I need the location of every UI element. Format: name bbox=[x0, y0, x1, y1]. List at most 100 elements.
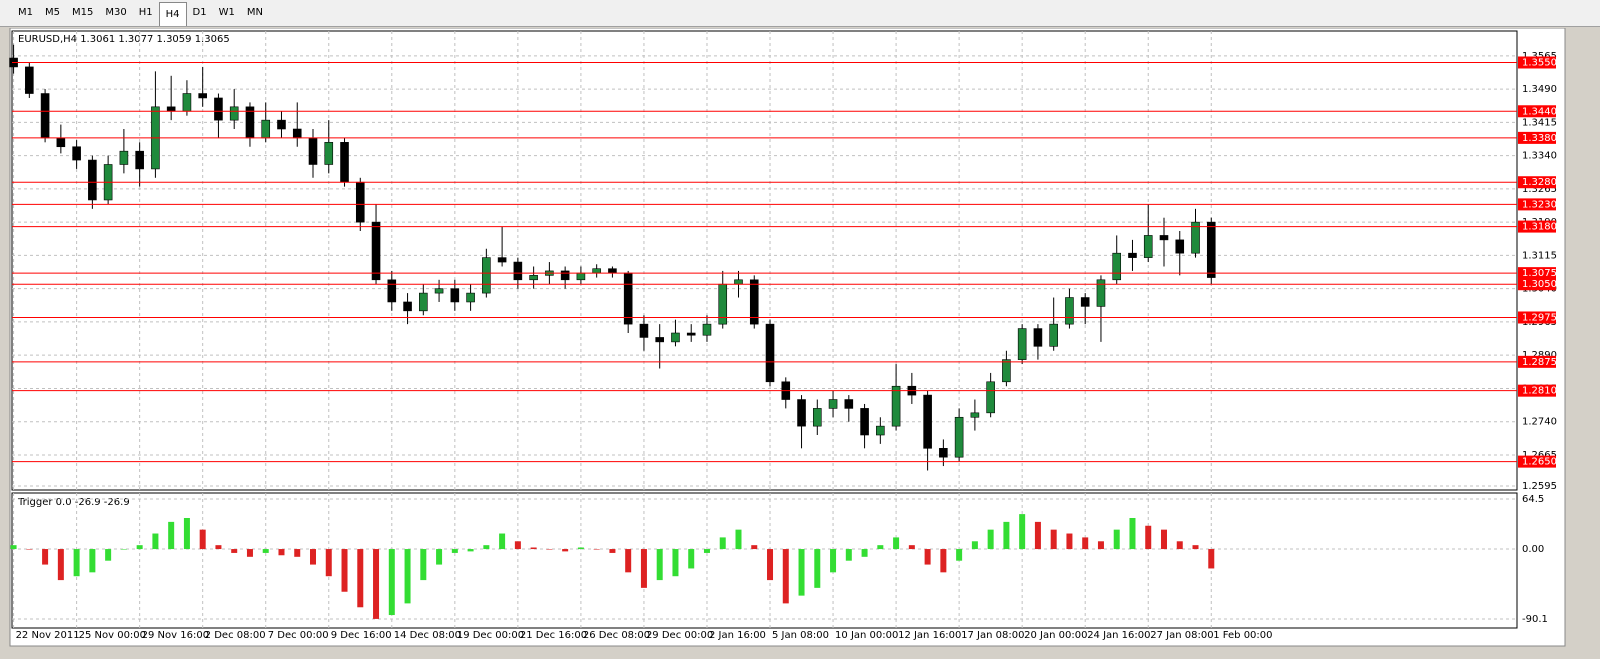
histogram-bar bbox=[73, 549, 80, 577]
histogram-bar bbox=[183, 517, 190, 550]
timeframe-button[interactable]: H1 bbox=[138, 7, 153, 18]
histogram-bar bbox=[908, 545, 915, 550]
histogram-bar bbox=[924, 549, 931, 565]
candle-body bbox=[340, 142, 349, 183]
candle-body bbox=[939, 448, 948, 458]
candle-body bbox=[576, 272, 586, 281]
histogram-bar bbox=[57, 549, 64, 581]
timeframe-button[interactable]: M15 bbox=[72, 7, 94, 18]
x-tick-label: 1 Feb 00:00 bbox=[1213, 630, 1272, 641]
candle-body bbox=[482, 257, 491, 294]
candle-body bbox=[1049, 323, 1058, 347]
candle-body bbox=[702, 323, 712, 336]
histogram-bar bbox=[577, 547, 584, 550]
indicator-title: Trigger 0.0 -26.9 -26.9 bbox=[17, 497, 130, 508]
candle-body bbox=[718, 283, 728, 325]
y-tick-label: 1.3115 bbox=[1522, 250, 1557, 261]
candle-body bbox=[166, 106, 176, 112]
histogram-bar bbox=[1176, 541, 1183, 550]
level-label: 1.3230 bbox=[1522, 199, 1557, 210]
candle-body bbox=[1143, 235, 1153, 258]
indicator-panel-frame bbox=[11, 492, 1518, 629]
level-tag bbox=[1518, 220, 1556, 233]
timeframe-button[interactable]: M5 bbox=[45, 7, 60, 18]
level-label: 1.3550 bbox=[1522, 57, 1557, 68]
histogram-bar bbox=[325, 549, 332, 577]
level-tag bbox=[1518, 198, 1556, 211]
histogram-bar bbox=[388, 549, 395, 616]
y-tick-label: 1.3415 bbox=[1522, 117, 1557, 128]
histogram-bar bbox=[956, 549, 963, 561]
histogram-bar bbox=[199, 529, 206, 550]
candle-body bbox=[1175, 239, 1185, 254]
candle-body bbox=[1002, 359, 1011, 383]
candle-body bbox=[876, 425, 885, 436]
histogram-bar bbox=[703, 549, 710, 553]
level-label: 1.3440 bbox=[1522, 106, 1557, 117]
candle-body bbox=[497, 257, 507, 263]
x-tick-label: 9 Dec 16:00 bbox=[331, 630, 392, 641]
candle-body bbox=[1128, 252, 1137, 258]
x-tick-label: 5 Jan 08:00 bbox=[772, 630, 829, 641]
level-tag bbox=[1518, 56, 1556, 69]
histogram-bar bbox=[404, 549, 411, 604]
histogram-bar bbox=[246, 549, 253, 557]
histogram-bar bbox=[893, 537, 900, 550]
level-tag bbox=[1518, 311, 1556, 324]
timeframe-button[interactable]: D1 bbox=[192, 7, 207, 18]
histogram-bar bbox=[735, 529, 742, 550]
candle-body bbox=[1206, 221, 1216, 278]
candle-body bbox=[324, 142, 334, 165]
x-tick-label: 12 Jan 16:00 bbox=[898, 630, 961, 641]
histogram-bar bbox=[10, 545, 17, 550]
histogram-bar bbox=[971, 541, 978, 550]
histogram-bar bbox=[1145, 525, 1152, 550]
histogram-bar bbox=[1050, 529, 1057, 550]
timeframe-button[interactable]: H4 bbox=[158, 2, 187, 26]
histogram-bar bbox=[436, 549, 443, 565]
candle-body bbox=[198, 93, 207, 99]
histogram-bar bbox=[152, 533, 159, 550]
level-label: 1.2875 bbox=[1522, 357, 1557, 368]
timeframe-button[interactable]: M30 bbox=[105, 7, 127, 18]
candle-body bbox=[182, 93, 192, 112]
candle-body bbox=[434, 288, 444, 294]
chart-window: EURUSD,H4 1.3061 1.3077 1.3059 1.3065 Tr… bbox=[9, 28, 1566, 647]
x-tick-label: 20 Jan 00:00 bbox=[1024, 630, 1087, 641]
candle-body bbox=[387, 279, 397, 303]
x-tick-label: 24 Jan 16:00 bbox=[1087, 630, 1150, 641]
histogram-bar bbox=[672, 549, 679, 577]
histogram-bar bbox=[1003, 521, 1010, 550]
timeframe-button[interactable]: MN bbox=[246, 7, 263, 18]
histogram-bar bbox=[420, 549, 427, 581]
histogram-bar bbox=[1034, 521, 1041, 550]
chart-title: EURUSD,H4 1.3061 1.3077 1.3059 1.3065 bbox=[18, 34, 230, 45]
histogram-bar bbox=[798, 549, 805, 596]
histogram-bar bbox=[1160, 529, 1167, 550]
histogram-bar bbox=[514, 541, 521, 550]
x-tick-label: 14 Dec 08:00 bbox=[394, 630, 461, 641]
candle-body bbox=[72, 146, 81, 161]
candle-body bbox=[229, 106, 239, 121]
histogram-bar bbox=[357, 549, 364, 608]
histogram-bar bbox=[120, 549, 127, 550]
candle-body bbox=[371, 221, 381, 281]
level-tag bbox=[1518, 278, 1556, 291]
timeframe-button[interactable]: M1 bbox=[18, 7, 33, 18]
candle-body bbox=[1159, 235, 1169, 241]
candle-body bbox=[686, 332, 696, 336]
histogram-bar bbox=[89, 549, 96, 573]
candle-body bbox=[277, 119, 286, 130]
timeframe-button[interactable]: W1 bbox=[218, 7, 235, 18]
level-label: 1.2810 bbox=[1522, 386, 1557, 397]
candle-body bbox=[828, 399, 838, 409]
histogram-bar bbox=[593, 549, 600, 550]
candle-body bbox=[1033, 328, 1043, 347]
candle-body bbox=[671, 332, 680, 343]
x-tick-label: 19 Dec 00:00 bbox=[457, 630, 524, 641]
candle-body bbox=[623, 272, 633, 325]
level-label: 1.2650 bbox=[1522, 457, 1557, 468]
candle-body bbox=[355, 181, 365, 223]
candle-body bbox=[1096, 279, 1106, 307]
histogram-bar bbox=[1192, 545, 1199, 550]
